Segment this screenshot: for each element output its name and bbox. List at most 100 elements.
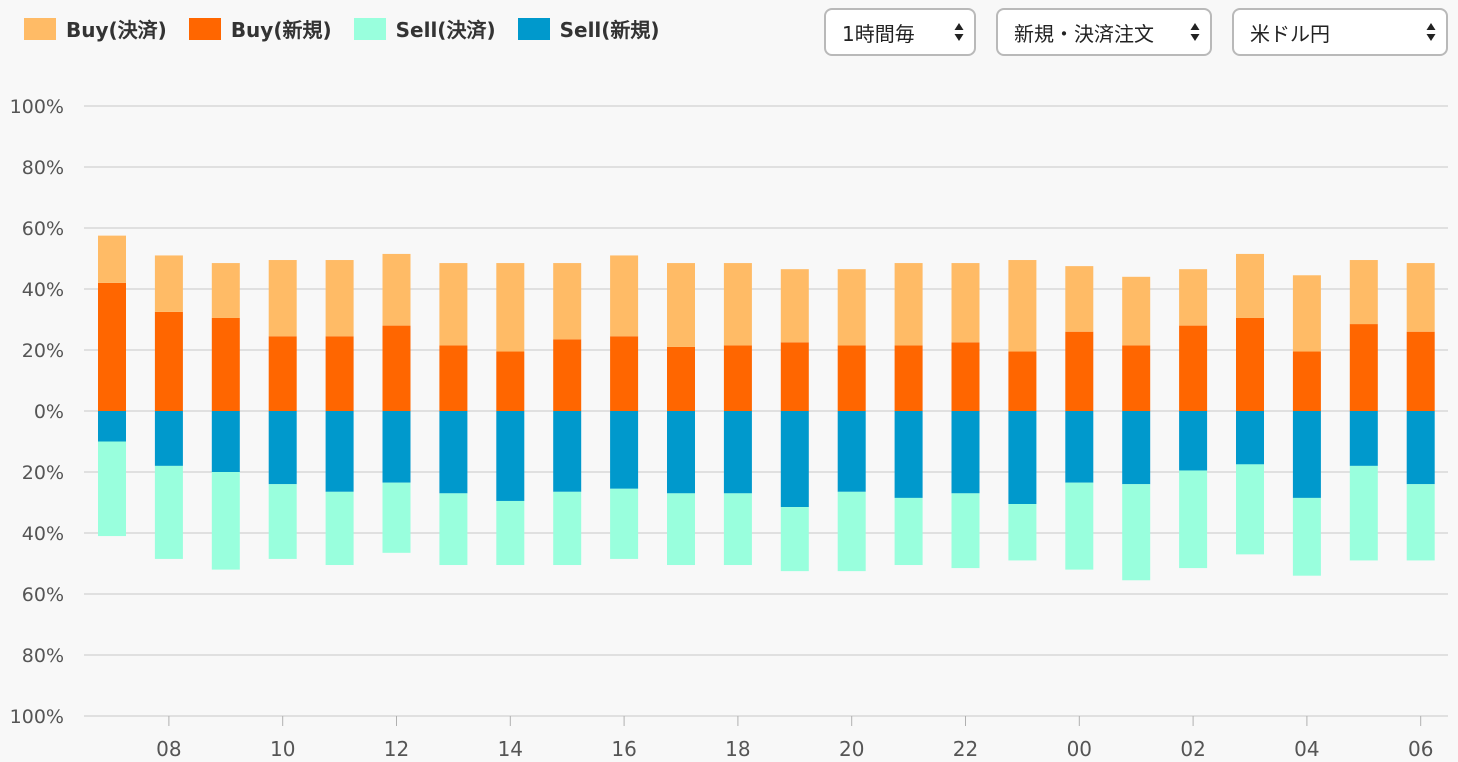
x-tick-label: 10 bbox=[270, 737, 295, 761]
bar-buy-new bbox=[98, 282, 126, 411]
bar-group-22 bbox=[951, 263, 980, 569]
legend-item-buy-close[interactable]: Buy(決済) bbox=[24, 14, 167, 43]
bar-group-00 bbox=[1065, 266, 1094, 570]
bar-group-05 bbox=[1349, 260, 1378, 561]
bar-sell-close bbox=[667, 493, 695, 566]
x-tick-label: 14 bbox=[498, 737, 523, 761]
bar-buy-new bbox=[1236, 317, 1264, 411]
bar-group-14 bbox=[496, 263, 525, 566]
bar-buy-close bbox=[154, 255, 183, 312]
y-tick-label: 100% bbox=[10, 96, 64, 118]
bar-sell-close bbox=[1406, 484, 1435, 561]
bar-buy-new bbox=[211, 317, 240, 411]
x-tick-label: 18 bbox=[725, 737, 750, 761]
bar-sell-close bbox=[98, 441, 126, 537]
bar-sell-close bbox=[951, 493, 980, 569]
bar-sell-close bbox=[894, 497, 923, 566]
bar-sell-close bbox=[154, 465, 183, 559]
legend-swatch-sell-new bbox=[517, 17, 550, 40]
bar-group-20 bbox=[837, 269, 866, 572]
bar-buy-close bbox=[553, 263, 582, 340]
bar-sell-new bbox=[723, 411, 752, 494]
bar-sell-new bbox=[1122, 411, 1151, 485]
bar-buy-close bbox=[1349, 260, 1378, 325]
y-tick-label: 100% bbox=[10, 706, 64, 728]
y-tick-label: 40% bbox=[22, 523, 64, 545]
y-tick-label: 60% bbox=[22, 218, 64, 240]
bar-sell-close bbox=[439, 493, 468, 566]
bar-group-11 bbox=[325, 260, 354, 566]
legend-item-sell-close[interactable]: Sell(決済) bbox=[353, 14, 496, 43]
bar-group-09 bbox=[211, 263, 240, 570]
updown-arrows-icon bbox=[1190, 22, 1200, 42]
legend: Buy(決済) Buy(新規) Sell(決済) Sell(新規) bbox=[24, 14, 682, 43]
bar-buy-new bbox=[1065, 331, 1094, 411]
bar-sell-close bbox=[496, 500, 525, 566]
bar-group-17 bbox=[667, 263, 695, 566]
bar-buy-new bbox=[553, 339, 582, 411]
bar-group-06 bbox=[1406, 263, 1435, 561]
period-select[interactable]: 1時間毎 bbox=[824, 8, 976, 56]
bar-group-10 bbox=[268, 260, 297, 559]
currency-pair-select[interactable]: 米ドル円 bbox=[1232, 8, 1448, 56]
bar-buy-close bbox=[1179, 269, 1208, 326]
bar-sell-close bbox=[1179, 470, 1208, 569]
legend-label-sell-new: Sell(新規) bbox=[559, 18, 660, 42]
legend-item-buy-new[interactable]: Buy(新規) bbox=[188, 14, 332, 43]
bar-buy-close bbox=[325, 260, 354, 337]
x-tick-label: 12 bbox=[384, 737, 409, 761]
y-tick-label: 80% bbox=[22, 645, 64, 667]
legend-label-buy-new: Buy(新規) bbox=[230, 18, 332, 42]
order-type-select[interactable]: 新規・決済注文 bbox=[996, 8, 1212, 56]
legend-item-sell-new[interactable]: Sell(新規) bbox=[517, 14, 660, 43]
bar-buy-close bbox=[1122, 276, 1151, 346]
bar-buy-new bbox=[894, 345, 923, 411]
x-tick-label: 20 bbox=[839, 737, 864, 761]
bar-sell-new bbox=[837, 411, 866, 492]
bar-buy-close bbox=[1292, 275, 1321, 352]
bar-sell-new bbox=[1349, 411, 1378, 466]
bar-buy-close bbox=[837, 269, 866, 346]
bar-group-15 bbox=[553, 263, 582, 566]
legend-label-sell-close: Sell(決済) bbox=[395, 18, 496, 42]
bar-buy-close bbox=[780, 269, 809, 343]
bar-buy-close bbox=[98, 235, 126, 283]
bar-sell-new bbox=[553, 411, 582, 492]
bar-buy-close bbox=[723, 263, 752, 346]
order-type-select-value: 新規・決済注文 bbox=[1014, 21, 1154, 46]
bar-sell-new bbox=[1406, 411, 1435, 485]
bar-buy-close bbox=[496, 263, 525, 352]
bar-buy-new bbox=[268, 336, 297, 411]
legend-swatch-buy-new bbox=[188, 17, 221, 40]
bar-group-13 bbox=[439, 263, 468, 566]
bar-group-19 bbox=[780, 269, 809, 572]
y-tick-label: 80% bbox=[22, 157, 64, 179]
bar-sell-new bbox=[1008, 411, 1037, 505]
bar-buy-close bbox=[1236, 253, 1264, 318]
bar-sell-close bbox=[610, 488, 639, 559]
bar-buy-close bbox=[1065, 266, 1094, 332]
bar-buy-close bbox=[439, 263, 468, 346]
y-tick-label: 0% bbox=[34, 401, 64, 423]
bar-sell-new bbox=[325, 411, 354, 492]
y-tick-label: 40% bbox=[22, 279, 64, 301]
bar-sell-new bbox=[894, 411, 923, 498]
bar-buy-new bbox=[439, 345, 468, 411]
bar-sell-close bbox=[325, 491, 354, 566]
bar-sell-close bbox=[723, 493, 752, 566]
bar-buy-close bbox=[1008, 260, 1037, 352]
bar-buy-new bbox=[667, 346, 695, 411]
y-tick-label: 60% bbox=[22, 584, 64, 606]
x-tick-label: 04 bbox=[1294, 737, 1319, 761]
bar-buy-new bbox=[951, 342, 980, 411]
bar-buy-close bbox=[1406, 263, 1435, 332]
bar-buy-new bbox=[1406, 331, 1435, 411]
bar-sell-new bbox=[1065, 411, 1094, 483]
bar-buy-close bbox=[268, 260, 297, 337]
bar-sell-close bbox=[382, 482, 411, 553]
bar-sell-close bbox=[211, 472, 240, 570]
x-tick-label: 08 bbox=[156, 737, 181, 761]
bar-sell-close bbox=[1008, 504, 1037, 561]
legend-label-buy-close: Buy(決済) bbox=[66, 18, 167, 42]
bar-buy-close bbox=[382, 253, 411, 326]
